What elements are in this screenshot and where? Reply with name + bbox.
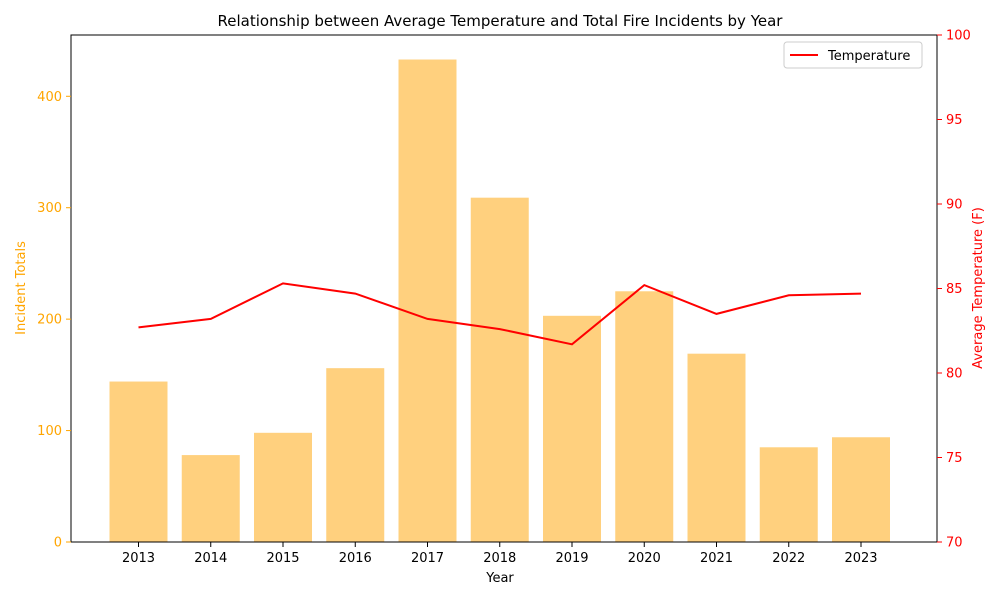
right-y-tick-label: 95 xyxy=(946,113,963,128)
x-tick-label: 2023 xyxy=(844,551,877,566)
bar-2016 xyxy=(326,368,385,542)
left-y-tick-label: 200 xyxy=(37,313,62,328)
left-y-axis-label: Incident Totals xyxy=(14,241,29,335)
x-tick-label: 2020 xyxy=(628,551,661,566)
right-y-tick-label: 75 xyxy=(946,451,963,466)
bar-2015 xyxy=(254,432,312,542)
x-axis: 2013 2014 2015 2016 2017 2018 2019 2020 2021 2022… xyxy=(122,542,878,566)
bar-2021 xyxy=(687,353,746,542)
left-y-tick-label: 400 xyxy=(37,90,62,105)
chart-title: Relationship between Average Temperature… xyxy=(218,12,784,30)
bar-2018 xyxy=(470,197,529,542)
x-tick-label: 2017 xyxy=(411,551,444,566)
x-tick-label: 2021 xyxy=(700,551,733,566)
x-tick-label: 2019 xyxy=(555,551,588,566)
bar-2013 xyxy=(109,381,168,542)
bar-2023 xyxy=(832,437,890,542)
left-y-tick-label: 100 xyxy=(37,424,62,439)
right-y-tick-label: 80 xyxy=(946,367,963,382)
left-y-tick-label: 0 xyxy=(54,536,62,551)
right-y-tick-label: 70 xyxy=(946,536,963,551)
bar-series xyxy=(109,59,890,543)
x-axis-label: Year xyxy=(485,571,514,586)
x-tick-label: 2016 xyxy=(339,551,372,566)
left-y-tick-label: 300 xyxy=(37,201,62,216)
right-y-axis: 70 75 80 85 90 95 100 xyxy=(937,29,971,551)
right-y-tick-label: 90 xyxy=(946,198,963,213)
right-y-tick-label: 85 xyxy=(946,282,963,297)
legend-label-temperature: Temperature xyxy=(827,49,910,64)
legend-box xyxy=(783,41,923,69)
bar-2019 xyxy=(543,315,601,542)
temperature-line xyxy=(138,282,862,346)
x-tick-label: 2015 xyxy=(266,551,299,566)
right-y-tick-label: 100 xyxy=(946,29,971,44)
temperature-series xyxy=(138,282,862,346)
legend: Temperature xyxy=(783,41,923,69)
x-tick-label: 2014 xyxy=(194,551,227,566)
x-tick-label: 2013 xyxy=(122,551,155,566)
bar-2022 xyxy=(759,447,818,542)
right-y-axis-label: Average Temperature (F) xyxy=(971,207,986,369)
x-tick-label: 2022 xyxy=(772,551,805,566)
left-y-axis: 0 100 200 300 400 xyxy=(37,90,71,551)
bar-2020 xyxy=(615,291,674,542)
x-tick-label: 2018 xyxy=(483,551,516,566)
bar-2017 xyxy=(398,59,457,543)
bar-2014 xyxy=(181,455,240,542)
